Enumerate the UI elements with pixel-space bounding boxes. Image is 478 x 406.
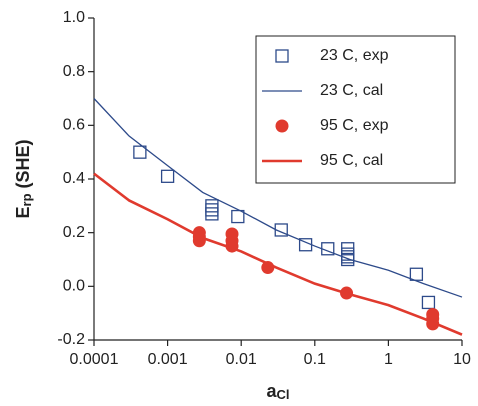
square-marker (205, 207, 219, 221)
y-tick-label: 0.4 (63, 170, 85, 187)
y-tick-label: -0.2 (57, 331, 85, 348)
x-tick-label: 1 (384, 351, 393, 368)
y-axis-label: Erp (SHE) (13, 139, 35, 218)
square-marker (421, 295, 436, 310)
x-tick-label: 0.0001 (70, 351, 119, 368)
y-tick-label: 0.2 (63, 224, 85, 241)
x-tick-label: 0.1 (304, 351, 326, 368)
x-axis-label: aCl (266, 381, 289, 403)
calc-line (93, 98, 463, 298)
square-marker (275, 49, 289, 63)
legend-label: 95 C, cal (320, 152, 383, 169)
legend-label: 23 C, exp (320, 47, 389, 64)
x-tick-label: 0.01 (226, 351, 257, 368)
legend-label: 23 C, cal (320, 82, 383, 99)
legend-box (255, 35, 456, 184)
y-label-sub: rp (19, 193, 34, 206)
x-tick-label: 10 (453, 351, 471, 368)
y-tick-label: 0.6 (63, 117, 85, 134)
square-marker (205, 203, 219, 217)
x-label-sub: Cl (277, 387, 290, 402)
square-marker (160, 169, 175, 183)
y-label-main: E (13, 206, 33, 218)
calc-line (93, 172, 463, 336)
x-tick-label: 0.001 (148, 351, 188, 368)
square-marker (133, 145, 147, 159)
y-tick-label: 0.0 (63, 278, 85, 295)
y-tick-label: 0.8 (63, 63, 85, 80)
circle-marker (275, 119, 289, 133)
y-label-rest: (SHE) (13, 139, 33, 193)
square-marker (409, 267, 424, 281)
y-tick-label: 1.0 (63, 9, 85, 26)
square-marker (341, 252, 355, 267)
legend-label: 95 C, exp (320, 117, 389, 134)
x-label-main: a (266, 381, 277, 401)
square-marker (231, 209, 245, 224)
square-marker (205, 199, 219, 213)
